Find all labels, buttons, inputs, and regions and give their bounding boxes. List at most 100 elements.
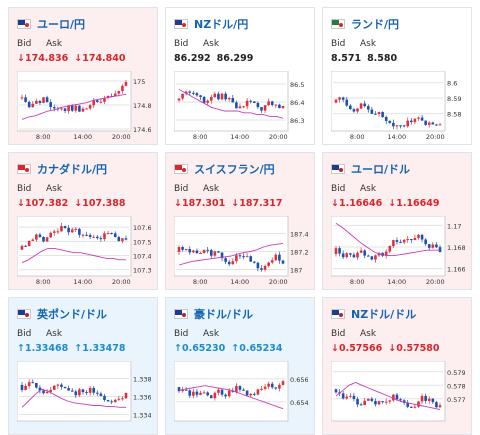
- rate-card[interactable]: ユーロ/円 Bid Ask ↓174.836 ↓174.840 175 174.8 174.6…: [8, 7, 158, 145]
- rate-card[interactable]: カナダドル/円 Bid Ask ↓107.382 ↓107.388 107.6 107.5 1…: [8, 152, 158, 290]
- y-tick-label: 86.5: [290, 81, 304, 89]
- candle-body: [85, 108, 88, 110]
- candle-body: [220, 93, 224, 100]
- candle-body: [377, 401, 381, 405]
- candle-body: [345, 396, 349, 399]
- y-tick-label: 174.8: [133, 102, 151, 110]
- mini-chart[interactable]: 1.338 1.336 1.334: [17, 361, 151, 431]
- candle-body: [256, 389, 260, 395]
- x-tick-label: 20:00: [112, 278, 131, 286]
- card-title[interactable]: スイスフラン/円: [174, 161, 275, 177]
- mini-chart[interactable]: 86.5 86.4 86.3 8:00 14:00 20:00: [174, 71, 308, 141]
- candle-body: [413, 118, 417, 123]
- moving-average-line: [178, 242, 284, 266]
- flag-quote-icon: [339, 23, 343, 27]
- mini-chart[interactable]: 175 174.8 174.6 8:00 14:00 20:00: [17, 71, 151, 141]
- x-tick-label: 8:00: [36, 133, 51, 141]
- mini-chart[interactable]: 1.17 1.168 1.166 8:00 14:00 20:00: [331, 216, 465, 286]
- chart-plot-area: [17, 71, 132, 132]
- currency-flag-icon: [331, 164, 345, 174]
- candle-body: [24, 97, 27, 102]
- candle-body: [63, 386, 67, 389]
- mini-chart[interactable]: 8.6 8.59 8.58 8:00 14:00 20:00: [331, 71, 465, 141]
- candle-body: [399, 399, 402, 401]
- candle-body: [199, 392, 202, 395]
- candle-body: [399, 241, 402, 243]
- ask-value: 1.33478: [82, 343, 126, 354]
- y-tick-label: 1.336: [133, 394, 151, 402]
- card-title[interactable]: ユーロ/ドル: [331, 161, 410, 177]
- card-title[interactable]: NZドル/ドル: [331, 306, 416, 322]
- candle-body: [238, 106, 242, 109]
- candle-body: [267, 101, 270, 106]
- candle-body: [377, 112, 381, 114]
- candle-body: [177, 98, 181, 101]
- currency-pair[interactable]: カナダドル/円: [37, 163, 108, 176]
- candle-body: [63, 226, 67, 228]
- candle-body: [117, 236, 121, 242]
- currency-pair[interactable]: 英ポンド/ドル: [37, 308, 108, 321]
- mini-chart[interactable]: 0.656 0.654: [174, 361, 308, 431]
- bid-ask-labels: Bid Ask: [174, 329, 232, 339]
- currency-pair[interactable]: ユーロ/円: [37, 18, 86, 31]
- ask-value-group: ↓1.16649: [388, 198, 439, 209]
- ask-label: Ask: [46, 184, 63, 194]
- rate-card[interactable]: 英ポンド/ドル Bid Ask ↑1.33468 ↑1.33478 1.338 1.336 1…: [8, 297, 158, 435]
- candle-body: [199, 95, 202, 98]
- y-tick-label: 107.4: [133, 253, 151, 261]
- candle-body: [177, 247, 181, 252]
- candle-body: [92, 100, 96, 106]
- flag-quote-icon: [182, 23, 186, 27]
- y-tick-label: 175: [133, 78, 145, 86]
- card-title[interactable]: ランド/円: [331, 16, 399, 32]
- candle-body: [31, 103, 35, 108]
- candle-body: [274, 387, 278, 389]
- bid-ask-values: ↓187.301 ↓187.317: [174, 198, 289, 209]
- mini-chart[interactable]: 187.4 187.2 187 8:00 14:00 20:00: [174, 216, 308, 286]
- candle-body: [88, 105, 92, 109]
- candle-body: [113, 93, 117, 97]
- candle-body: [60, 226, 63, 232]
- rate-card[interactable]: NZドル/円 Bid Ask 86.292 86.299 86.5 86.4 86.3 8:00…: [165, 7, 315, 145]
- candle-body: [381, 401, 384, 403]
- candle-body: [352, 109, 356, 112]
- currency-pair[interactable]: スイスフラン/円: [194, 163, 275, 176]
- card-title[interactable]: 英ポンド/ドル: [17, 306, 107, 322]
- candle-body: [278, 104, 281, 109]
- candle-body: [52, 385, 56, 390]
- flag-quote-icon: [25, 23, 29, 27]
- candle-body: [202, 249, 206, 254]
- currency-pair[interactable]: 豪ドル/ドル: [194, 308, 254, 321]
- candle-body: [435, 244, 438, 248]
- card-title[interactable]: NZドル/円: [174, 16, 248, 32]
- x-tick-label: 20:00: [269, 278, 288, 286]
- candle-body: [70, 105, 74, 111]
- candle-body: [88, 387, 92, 393]
- rate-card[interactable]: ランド/円 Bid Ask 8.571 8.580 8.6 8.59 8.58 8:00 14:0…: [322, 7, 472, 145]
- candle-body: [235, 255, 238, 262]
- currency-pair[interactable]: ランド/円: [351, 18, 400, 31]
- rate-card[interactable]: ユーロ/ドル Bid Ask ↓1.16646 ↓1.16649 1.17 1.168 1.1…: [322, 152, 472, 290]
- rate-card[interactable]: 豪ドル/ドル Bid Ask ↑0.65230 ↑0.65234 0.656 0.654: [165, 297, 315, 435]
- rate-card[interactable]: NZドル/ドル Bid Ask ↓0.57566 ↓0.57580 0.579 0.578 0…: [322, 297, 472, 435]
- candle-body: [184, 91, 188, 94]
- candle-body: [253, 101, 256, 103]
- currency-pair[interactable]: NZドル/ドル: [351, 308, 417, 321]
- candle-body: [352, 395, 356, 400]
- card-title[interactable]: 豪ドル/ドル: [174, 306, 253, 322]
- card-title[interactable]: ユーロ/円: [17, 16, 85, 32]
- candle-body: [274, 254, 278, 261]
- candle-body: [227, 98, 231, 100]
- currency-pair[interactable]: ユーロ/ドル: [351, 163, 411, 176]
- candle-body: [20, 384, 24, 391]
- currency-pair[interactable]: NZドル/円: [194, 18, 249, 31]
- bid-ask-values: ↑1.33468 ↑1.33478: [17, 343, 132, 354]
- card-title[interactable]: カナダドル/円: [17, 161, 107, 177]
- candle-body: [270, 101, 274, 105]
- rate-card[interactable]: スイスフラン/円 Bid Ask ↓187.301 ↓187.317 187.4 187.2…: [165, 152, 315, 290]
- candle-body: [370, 109, 374, 114]
- candle-body: [249, 256, 253, 262]
- mini-chart[interactable]: 0.579 0.578 0.577: [331, 361, 465, 431]
- mini-chart[interactable]: 107.6 107.5 107.4 107.3 8:00 14:00 20:00: [17, 216, 151, 286]
- candle-body: [384, 117, 388, 121]
